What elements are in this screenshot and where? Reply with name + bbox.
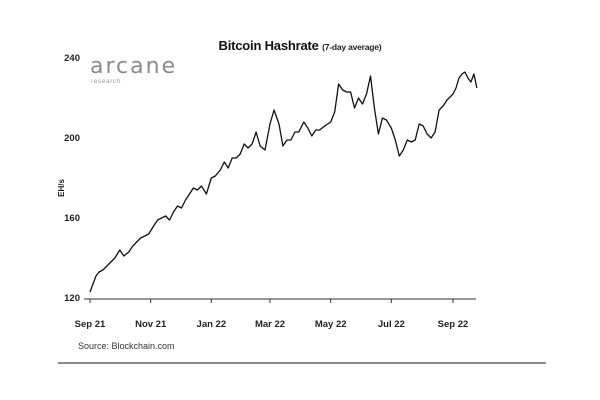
y-axis-ticks: 120 160 200 240 [64, 53, 80, 304]
y-tick-label: 120 [64, 293, 80, 304]
x-tick-label: May 22 [315, 319, 347, 330]
x-tick-label: Jul 22 [378, 319, 405, 330]
x-tick-label: Sep 22 [438, 319, 469, 330]
x-tick-label: Sep 21 [75, 319, 106, 330]
bottom-rule [58, 362, 546, 364]
chart-subtitle: (7-day average) [322, 42, 382, 52]
chart-series [89, 71, 478, 293]
y-tick-label: 160 [64, 213, 80, 224]
x-tick-label: Mar 22 [255, 319, 285, 330]
x-tick-label: Jan 22 [197, 319, 227, 330]
logo-wordmark: arcane [90, 54, 178, 79]
x-tick-label: Nov 21 [135, 319, 167, 330]
hashrate-line [89, 71, 478, 293]
y-tick-label: 240 [64, 53, 80, 64]
arcane-logo: arcane research [90, 54, 178, 86]
y-tick-label: 200 [64, 133, 80, 144]
source-note: Source: Blockchain.com [78, 341, 175, 351]
logo-subtext: research [91, 78, 122, 85]
y-axis-label: EH/s [57, 179, 66, 197]
x-axis-ticks: Sep 21 Nov 21 Jan 22 Mar 22 May 22 Jul 22 Sep … [75, 299, 469, 330]
chart-title: Bitcoin Hashrate (7-day average) [0, 38, 600, 53]
chart-title-text: Bitcoin Hashrate [218, 38, 319, 53]
